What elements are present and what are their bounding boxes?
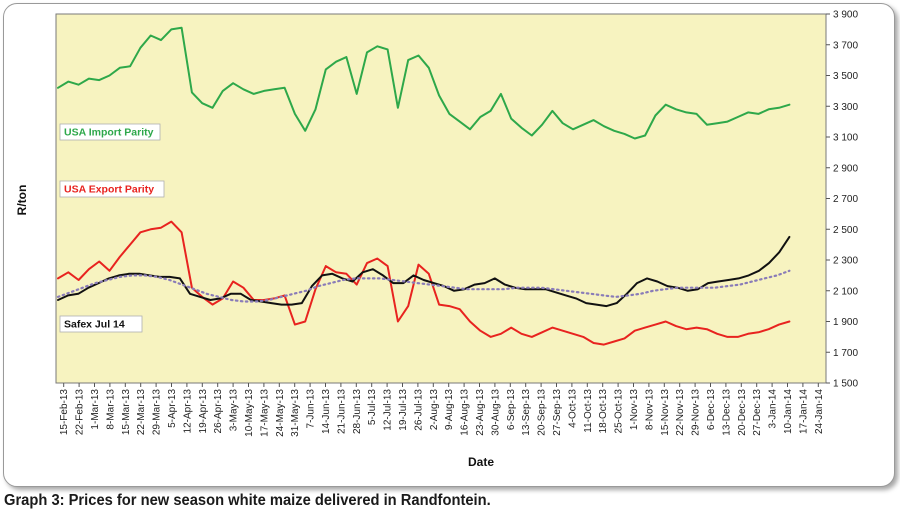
x-tick-label: 20-Dec-13 [737,389,748,436]
x-tick-label: 5-Jul-13 [367,389,378,426]
x-tick-label: 25-Oct-13 [614,389,625,434]
x-tick-label: 12-Apr-13 [182,389,193,434]
x-tick-label: 29-Nov-13 [691,389,702,436]
x-tick-label: 27-Sep-13 [552,389,563,436]
x-tick-label: 12-Jul-13 [383,389,394,431]
x-tick-label: 1-Nov-13 [629,389,640,431]
x-tick-label: 13-Sep-13 [521,389,532,436]
y-tick-label: 1 500 [833,379,858,390]
x-tick-label: 28-Jun-13 [352,389,363,434]
x-tick-label: 13-Dec-13 [721,389,732,436]
y-tick-label: 2 700 [833,194,858,205]
line-chart: 1 500 1 700 1 900 2 100 2 300 2 500 2 700 2 900… [15,10,858,470]
x-tick-label: 17-Jan-14 [798,389,809,434]
x-tick-label: 2-Aug-13 [429,389,440,431]
y-tick-label: 3 300 [833,102,858,113]
x-tick-label: 22-Mar-13 [136,389,147,436]
figure-caption: Graph 3: Prices for new season white mai… [4,492,491,509]
x-tick-label: 22-Nov-13 [675,389,686,436]
series-label-usa-import-parity: USA Import Parity [64,127,154,139]
series-label-safex-jul-14: Safex Jul 14 [64,319,125,331]
y-tick-label: 2 900 [833,163,858,174]
x-tick-label: 15-Nov-13 [660,389,671,436]
x-tick-label: 26-Apr-13 [213,389,224,434]
x-tick-label: 8-Nov-13 [644,389,655,431]
x-tick-label: 16-Aug-13 [460,389,471,436]
x-tick-label: 26-Jul-13 [413,389,424,431]
x-tick-label: 9-Aug-13 [444,389,455,431]
x-tick-label: 23-Aug-13 [475,389,486,436]
x-tick-label: 10-May-13 [244,389,255,437]
x-tick-label: 3-Jan-14 [768,389,779,429]
y-tick-label: 3 500 [833,71,858,82]
series-label-usa-export-parity: USA Export Parity [64,184,154,196]
x-tick-label: 6-Dec-13 [706,389,717,431]
y-tick-label: 1 700 [833,348,858,359]
series-line-usa-export-parity [57,220,791,346]
x-tick-label: 10-Jan-14 [783,389,794,434]
x-tick-label: 27-Dec-13 [752,389,763,436]
x-tick-label: 8-Mar-13 [105,389,116,430]
series-line-safex-jul-14 [57,235,791,308]
x-tick-label: 3-May-13 [229,389,240,432]
x-tick-label: 17-May-13 [259,389,270,437]
x-tick-label: 15-Mar-13 [121,389,132,436]
x-tick-label: 19-Jul-13 [398,389,409,431]
series-line-trend [56,269,791,303]
x-tick-label: 20-Sep-13 [537,389,548,436]
series-label-box-usa-export-parity [59,180,165,198]
x-tick-label: 30-Aug-13 [490,389,501,436]
series-label-box-safex-jul-14 [59,315,143,333]
x-tick-label: 24-Jan-14 [814,389,825,434]
x-tick-label: 4-Oct-13 [567,389,578,428]
x-tick-label: 6-Sep-13 [506,389,517,431]
x-tick-label: 31-May-13 [290,389,301,437]
x-tick-label: 18-Oct-13 [598,389,609,434]
x-tick-label: 15-Feb-13 [59,389,70,436]
x-tick-label: 19-Apr-13 [198,389,209,434]
y-tick-label: 3 100 [833,133,858,144]
series-label-box-usa-import-parity [59,123,161,141]
y-tick-label: 3 700 [833,40,858,51]
plot-area [55,13,827,384]
x-tick-label: 22-Feb-13 [75,389,86,436]
x-tick-label: 1-Mar-13 [90,389,101,430]
x-tick-label: 7-Jun-13 [306,389,317,429]
series-line-usa-import-parity [57,26,791,140]
x-tick-label: 21-Jun-13 [336,389,347,434]
x-axis-title: Date [468,455,494,469]
x-tick-label: 11-Oct-13 [583,389,594,433]
y-tick-label: 3 900 [833,10,858,21]
y-tick-label: 2 500 [833,225,858,236]
x-tick-label: 14-Jun-13 [321,389,332,434]
y-axis-title: R/ton [15,185,29,216]
x-tick-label: 24-May-13 [275,389,286,437]
y-tick-label: 2 100 [833,286,858,297]
y-tick-label: 2 300 [833,256,858,267]
x-tick-label: 29-Mar-13 [152,389,163,436]
y-tick-label: 1 900 [833,317,858,328]
x-tick-label: 5-Apr-13 [167,389,178,428]
